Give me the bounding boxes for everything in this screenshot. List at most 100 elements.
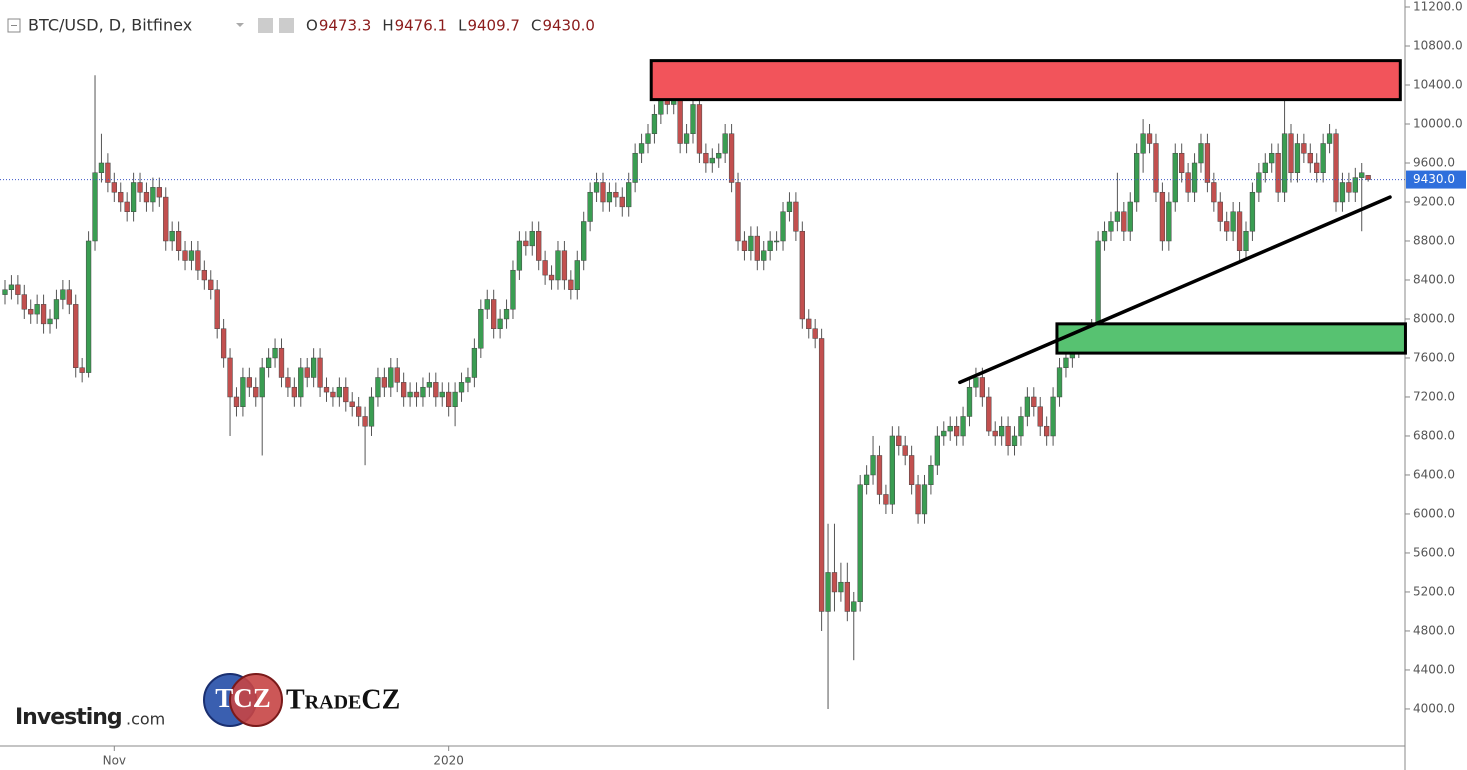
candle-body bbox=[1320, 143, 1326, 173]
candle-body bbox=[1236, 211, 1243, 251]
y-tick-label: 5200.0 bbox=[1413, 584, 1455, 598]
candle-body bbox=[98, 162, 105, 173]
candle-body bbox=[1153, 143, 1159, 193]
y-tick-label: 4800.0 bbox=[1413, 623, 1455, 637]
candle-body bbox=[394, 367, 400, 383]
candle-body bbox=[613, 191, 619, 198]
candle-body bbox=[645, 133, 651, 144]
candle-body bbox=[188, 250, 195, 261]
candle-body bbox=[793, 201, 799, 232]
y-tick-label: 7600.0 bbox=[1413, 350, 1455, 364]
x-tick-label: 2020 bbox=[433, 754, 464, 768]
candle-body bbox=[330, 391, 336, 398]
candle-body bbox=[433, 382, 439, 398]
candle-body bbox=[696, 104, 703, 154]
candle-body bbox=[1050, 396, 1056, 437]
candle-body bbox=[491, 299, 497, 329]
candle-body bbox=[748, 235, 754, 251]
candle-body bbox=[8, 284, 15, 290]
trendline bbox=[958, 195, 1392, 385]
candle-body bbox=[767, 240, 773, 251]
candle-body bbox=[362, 416, 368, 427]
candle-body bbox=[928, 464, 934, 485]
candle-body bbox=[85, 240, 92, 373]
candle-body bbox=[388, 367, 394, 388]
candle-body bbox=[195, 250, 201, 271]
y-tick-label: 9200.0 bbox=[1413, 194, 1455, 208]
candle-body bbox=[150, 187, 156, 203]
y-tick-label: 9600.0 bbox=[1413, 155, 1455, 169]
candle-body bbox=[1166, 201, 1172, 242]
candle-body bbox=[973, 377, 979, 388]
candle-body bbox=[407, 391, 413, 398]
candle-body bbox=[1249, 191, 1256, 232]
candle-body bbox=[458, 382, 465, 393]
candle-body bbox=[889, 435, 895, 505]
candle-body bbox=[1191, 162, 1198, 193]
candle-body bbox=[163, 196, 169, 242]
zone bbox=[1055, 322, 1407, 355]
candle-body bbox=[259, 367, 265, 398]
candle-body bbox=[735, 182, 741, 242]
candle-body bbox=[1018, 416, 1024, 437]
candle-body bbox=[703, 152, 709, 164]
candle-body bbox=[960, 416, 966, 437]
candle-body bbox=[214, 289, 220, 329]
candle-body bbox=[709, 157, 715, 164]
candle-body bbox=[1198, 143, 1204, 164]
candle-body bbox=[908, 455, 915, 485]
candle-body bbox=[381, 377, 388, 388]
candle-body bbox=[716, 152, 722, 159]
candle-body bbox=[966, 386, 973, 417]
y-tick-label: 7200.0 bbox=[1413, 389, 1455, 403]
candle-body bbox=[1127, 201, 1133, 232]
candle-body bbox=[516, 240, 523, 271]
candle-body bbox=[1217, 201, 1223, 222]
candle-body bbox=[336, 386, 343, 398]
candle-body bbox=[1224, 221, 1230, 232]
settings-icon[interactable] bbox=[279, 18, 294, 33]
candle-body bbox=[1339, 182, 1346, 203]
candle-body bbox=[510, 269, 516, 310]
candle-body bbox=[246, 377, 252, 388]
candle-body bbox=[851, 601, 857, 612]
candle-body bbox=[754, 235, 760, 261]
y-tick-label: 8800.0 bbox=[1413, 233, 1455, 247]
candle-body bbox=[368, 396, 375, 427]
candle-body bbox=[677, 94, 683, 144]
candle-body bbox=[465, 377, 471, 383]
candle-body bbox=[285, 377, 291, 388]
candle-body bbox=[574, 260, 580, 290]
candle-body bbox=[1230, 211, 1236, 232]
candle-body bbox=[1333, 133, 1339, 203]
candle-body bbox=[632, 152, 638, 183]
candle-body bbox=[413, 391, 420, 398]
candle-body bbox=[240, 377, 246, 407]
candle-body bbox=[401, 382, 407, 398]
candle-body bbox=[773, 240, 780, 243]
candle-body bbox=[780, 211, 786, 242]
candle-body bbox=[1288, 133, 1294, 173]
candle-body bbox=[1204, 143, 1211, 183]
y-tick-label: 6000.0 bbox=[1413, 506, 1455, 520]
candle-body bbox=[1056, 367, 1063, 398]
candle-body bbox=[1256, 172, 1262, 193]
candle-body bbox=[953, 425, 960, 437]
dropdown[interactable] bbox=[236, 23, 244, 27]
candle-body bbox=[690, 104, 696, 134]
candle-body bbox=[478, 308, 484, 349]
candle-body bbox=[728, 133, 735, 183]
badge-circle bbox=[229, 673, 283, 727]
candle-body bbox=[1140, 133, 1146, 154]
candle-body bbox=[741, 240, 748, 251]
y-tick-label: 8000.0 bbox=[1413, 311, 1455, 325]
candle-body bbox=[915, 484, 921, 515]
candle-body bbox=[439, 391, 445, 398]
candle-body bbox=[992, 430, 998, 437]
candle-body bbox=[761, 250, 767, 261]
collapse-icon[interactable] bbox=[7, 18, 21, 33]
settings-icon[interactable] bbox=[258, 18, 273, 33]
candle-body bbox=[1011, 435, 1018, 446]
candle-body bbox=[15, 284, 21, 295]
